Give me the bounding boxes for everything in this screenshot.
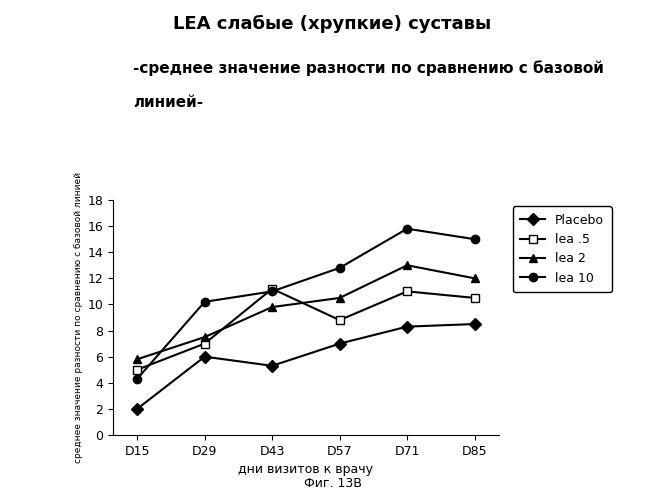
lea 10: [133, 376, 141, 382]
lea .5: [133, 366, 141, 372]
lea .5: [471, 295, 479, 301]
Y-axis label: среднее значение разности по сравнению с базовой линией: среднее значение разности по сравнению с…: [74, 172, 83, 463]
Placebo: [268, 363, 276, 369]
lea 10: [268, 288, 276, 294]
lea 2: [471, 276, 479, 281]
Placebo: [133, 406, 141, 412]
lea 10: [336, 265, 344, 271]
Placebo: [471, 321, 479, 327]
Line: lea 10: lea 10: [133, 224, 479, 383]
lea .5: [336, 317, 344, 323]
lea 2: [268, 304, 276, 310]
lea .5: [268, 286, 276, 292]
X-axis label: дни визитов к врачу: дни визитов к врачу: [238, 464, 374, 476]
Placebo: [403, 324, 411, 330]
Legend: Placebo, lea .5, lea 2, lea 10: Placebo, lea .5, lea 2, lea 10: [513, 206, 612, 292]
Line: Placebo: Placebo: [133, 320, 479, 413]
Text: линией-: линией-: [133, 95, 203, 110]
Text: LEA слабые (хрупкие) суставы: LEA слабые (хрупкие) суставы: [174, 15, 491, 33]
lea .5: [403, 288, 411, 294]
lea 10: [403, 226, 411, 232]
Placebo: [201, 354, 209, 360]
Placebo: [336, 340, 344, 346]
Text: Фиг. 13В: Фиг. 13В: [303, 477, 362, 490]
lea .5: [201, 340, 209, 346]
lea 2: [403, 262, 411, 268]
Text: -среднее значение разности по сравнению с базовой: -среднее значение разности по сравнению …: [133, 60, 604, 76]
Line: lea 2: lea 2: [133, 261, 479, 364]
lea 2: [201, 334, 209, 340]
lea 2: [336, 295, 344, 301]
lea 2: [133, 356, 141, 362]
lea 10: [471, 236, 479, 242]
Line: lea .5: lea .5: [133, 284, 479, 374]
lea 10: [201, 299, 209, 305]
